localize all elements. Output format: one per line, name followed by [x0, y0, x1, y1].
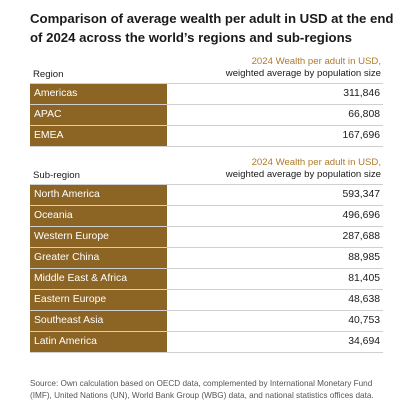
table-row: EMEA 167,696	[30, 126, 383, 147]
regions-table-header: Region 2024 Wealth per adult in USD, wei…	[30, 56, 383, 84]
table-row: Greater China 88,985	[30, 248, 383, 269]
table-row: North America 593,347	[30, 185, 383, 206]
row-value-cell: 34,694	[348, 336, 380, 347]
regions-table: Region 2024 Wealth per adult in USD, wei…	[30, 56, 383, 147]
row-name-cell: North America	[30, 185, 167, 205]
page-title: Comparison of average wealth per adult i…	[30, 11, 394, 45]
regions-column-header: 2024 Wealth per adult in USD, weighted a…	[30, 56, 383, 83]
source-note: Source: Own calculation based on OECD da…	[30, 379, 374, 400]
table-row: Southeast Asia 40,753	[30, 311, 383, 332]
row-name-cell: EMEA	[30, 126, 167, 146]
row-name-cell: Americas	[30, 84, 167, 104]
row-value-cell: 88,985	[348, 252, 380, 263]
row-name-cell: Middle East & Africa	[30, 269, 167, 289]
subregions-table-body: North America 593,347 Oceania 496,696 Wester…	[30, 185, 383, 353]
row-name-cell: Southeast Asia	[30, 311, 167, 331]
subregions-table-header: Sub-region 2024 Wealth per adult in USD,…	[30, 157, 383, 185]
row-value-cell: 593,347	[342, 189, 380, 200]
subregions-column-header-line1: 2024 Wealth per adult in USD,	[251, 157, 381, 168]
row-value-cell: 287,688	[342, 231, 380, 242]
table-row: Eastern Europe 48,638	[30, 290, 383, 311]
subregions-column-header-line2: weighted average by population size	[225, 169, 381, 180]
table-row: Latin America 34,694	[30, 332, 383, 353]
row-name-cell: APAC	[30, 105, 167, 125]
subregions-header-label: Sub-region	[33, 170, 80, 181]
row-value-cell: 66,808	[348, 109, 380, 120]
row-name-cell: Latin America	[30, 332, 167, 352]
row-value-cell: 48,638	[348, 294, 380, 305]
regions-column-header-line2: weighted average by population size	[225, 68, 381, 79]
row-name-cell: Oceania	[30, 206, 167, 226]
table-row: Oceania 496,696	[30, 206, 383, 227]
row-name-cell: Eastern Europe	[30, 290, 167, 310]
table-row: APAC 66,808	[30, 105, 383, 126]
table-row: Americas 311,846	[30, 84, 383, 105]
row-value-cell: 167,696	[342, 130, 380, 141]
row-value-cell: 311,846	[343, 88, 380, 99]
table-row: Middle East & Africa 81,405	[30, 269, 383, 290]
row-name-cell: Greater China	[30, 248, 167, 268]
row-value-cell: 81,405	[348, 273, 380, 284]
regions-header-label: Region	[33, 69, 64, 80]
row-name-cell: Western Europe	[30, 227, 167, 247]
table-row: Western Europe 287,688	[30, 227, 383, 248]
regions-table-body: Americas 311,846 APAC 66,808 EMEA 167,696	[30, 84, 383, 147]
row-value-cell: 496,696	[342, 210, 380, 221]
row-value-cell: 40,753	[348, 315, 380, 326]
regions-column-header-line1: 2024 Wealth per adult in USD,	[251, 56, 381, 67]
subregions-column-header: 2024 Wealth per adult in USD, weighted a…	[30, 157, 383, 184]
subregions-table: Sub-region 2024 Wealth per adult in USD,…	[30, 157, 383, 353]
